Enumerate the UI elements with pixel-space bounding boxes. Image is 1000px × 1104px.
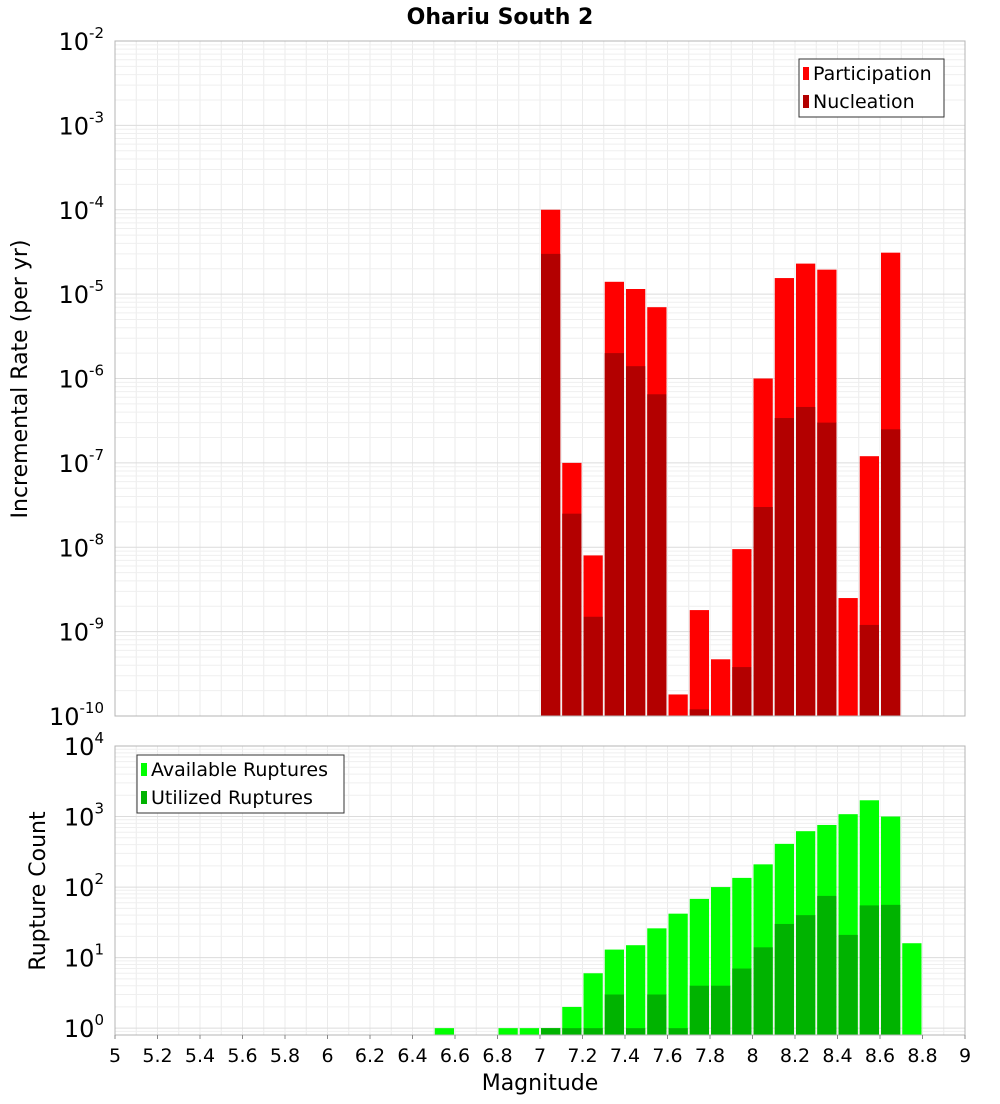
rate-nucleation-bar [817, 422, 837, 716]
count-utilized-ruptures-bar [541, 1028, 561, 1035]
count-utilized-ruptures-bar [796, 915, 816, 1035]
y-tick-label: 10-6 [58, 362, 104, 394]
x-tick-label: 6.2 [355, 1045, 385, 1067]
count-available-ruptures-bar [434, 1028, 454, 1035]
plot-frame [114, 40, 966, 717]
x-tick-label: 7 [534, 1045, 546, 1067]
bottom-y-axis-title: Rupture Count [26, 811, 51, 971]
count-available-ruptures-bar [519, 1028, 539, 1035]
count-available-ruptures-bar [902, 943, 922, 1035]
x-tick-label: 7.6 [652, 1045, 682, 1067]
legend-label: Available Ruptures [151, 759, 328, 781]
count-utilized-ruptures-bar [774, 923, 794, 1035]
count-utilized-ruptures-bar [732, 968, 752, 1035]
count-utilized-ruptures-bar [859, 905, 879, 1035]
count-available-ruptures-bar [668, 913, 688, 1035]
count-utilized-ruptures-bar [562, 1028, 582, 1035]
y-tick-label: 10-4 [58, 193, 104, 225]
rate-participation-bar [668, 694, 688, 716]
x-tick-label: 8.6 [865, 1045, 895, 1067]
x-axis-title: Magnitude [482, 1071, 599, 1096]
x-tick-label: 5 [109, 1045, 121, 1067]
y-tick-label: 100 [64, 1011, 104, 1043]
rate-participation-bar [689, 610, 709, 716]
count-utilized-ruptures-bar [604, 994, 624, 1035]
y-tick-label: 10-3 [58, 108, 104, 140]
top-y-axis-title: Incremental Rate (per yr) [8, 240, 33, 519]
count-utilized-ruptures-bar [838, 934, 858, 1035]
y-tick-label: 10-9 [58, 615, 104, 647]
x-tick-label: 5.8 [270, 1045, 300, 1067]
rate-nucleation-bar [796, 406, 816, 716]
legend-label: Nucleation [813, 91, 915, 113]
rate-nucleation-bar [732, 667, 752, 716]
count-utilized-ruptures-bar [753, 947, 773, 1035]
x-tick-label: 6.6 [440, 1045, 470, 1067]
x-tick-label: 8.8 [907, 1045, 937, 1067]
y-tick-label: 104 [64, 729, 104, 761]
legend-swatch [803, 67, 809, 80]
count-available-ruptures-bar [498, 1028, 518, 1035]
count-utilized-ruptures-bar [583, 1028, 603, 1035]
legend-swatch [141, 763, 147, 776]
count-utilized-ruptures-bar [711, 985, 731, 1035]
legend-label: Utilized Ruptures [151, 787, 313, 809]
rate-nucleation-bar [689, 709, 709, 716]
x-tick-label: 8 [746, 1045, 758, 1067]
count-available-ruptures-bar [562, 1006, 582, 1035]
x-tick-label: 8.4 [822, 1045, 852, 1067]
x-tick-label: 6.4 [397, 1045, 427, 1067]
count-utilized-ruptures-bar [626, 1028, 646, 1035]
x-tick-label: 5.4 [185, 1045, 215, 1067]
chart-title: Ohariu South 2 [407, 5, 594, 30]
x-tick-label: 7.8 [695, 1045, 725, 1067]
rate-nucleation-bar [583, 616, 603, 716]
y-tick-label: 101 [64, 941, 104, 973]
count-utilized-ruptures-bar [689, 985, 709, 1035]
legend-box [136, 754, 345, 814]
y-tick-label: 10-10 [49, 699, 104, 731]
count-utilized-ruptures-bar [881, 904, 901, 1035]
count-utilized-ruptures-bar [817, 895, 837, 1035]
rate-nucleation-bar [626, 366, 646, 716]
legend-swatch [141, 791, 147, 804]
rate-nucleation-bar [859, 624, 879, 716]
legend-box [798, 58, 945, 118]
y-tick-label: 102 [64, 870, 104, 902]
rate-nucleation-bar [541, 253, 561, 716]
x-tick-label: 5.2 [142, 1045, 172, 1067]
x-tick-label: 7.4 [610, 1045, 640, 1067]
legend-swatch [803, 95, 809, 108]
rate-nucleation-bar [753, 506, 773, 716]
rate-nucleation-bar [647, 394, 667, 716]
rate-participation-bar [711, 659, 731, 716]
count-available-ruptures-bar [626, 945, 646, 1035]
count-utilized-ruptures-bar [668, 1028, 688, 1035]
x-tick-label: 8.2 [780, 1045, 810, 1067]
x-tick-label: 6 [321, 1045, 333, 1067]
y-tick-label: 10-2 [58, 24, 104, 56]
rate-nucleation-bar [774, 418, 794, 716]
x-tick-label: 9 [959, 1045, 971, 1067]
y-tick-label: 10-8 [58, 530, 104, 562]
count-available-ruptures-bar [583, 973, 603, 1035]
x-tick-label: 5.6 [227, 1045, 257, 1067]
count-utilized-ruptures-bar [647, 994, 667, 1035]
y-tick-label: 10-7 [58, 446, 104, 478]
rate-nucleation-bar [562, 513, 582, 716]
rate-participation-bar [838, 598, 858, 716]
legend-label: Participation [813, 63, 932, 85]
y-tick-label: 10-5 [58, 277, 104, 309]
x-tick-label: 6.8 [482, 1045, 512, 1067]
rate-nucleation-bar [881, 429, 901, 716]
y-tick-label: 103 [64, 800, 104, 832]
rate-nucleation-bar [604, 353, 624, 716]
x-tick-label: 7.2 [567, 1045, 597, 1067]
